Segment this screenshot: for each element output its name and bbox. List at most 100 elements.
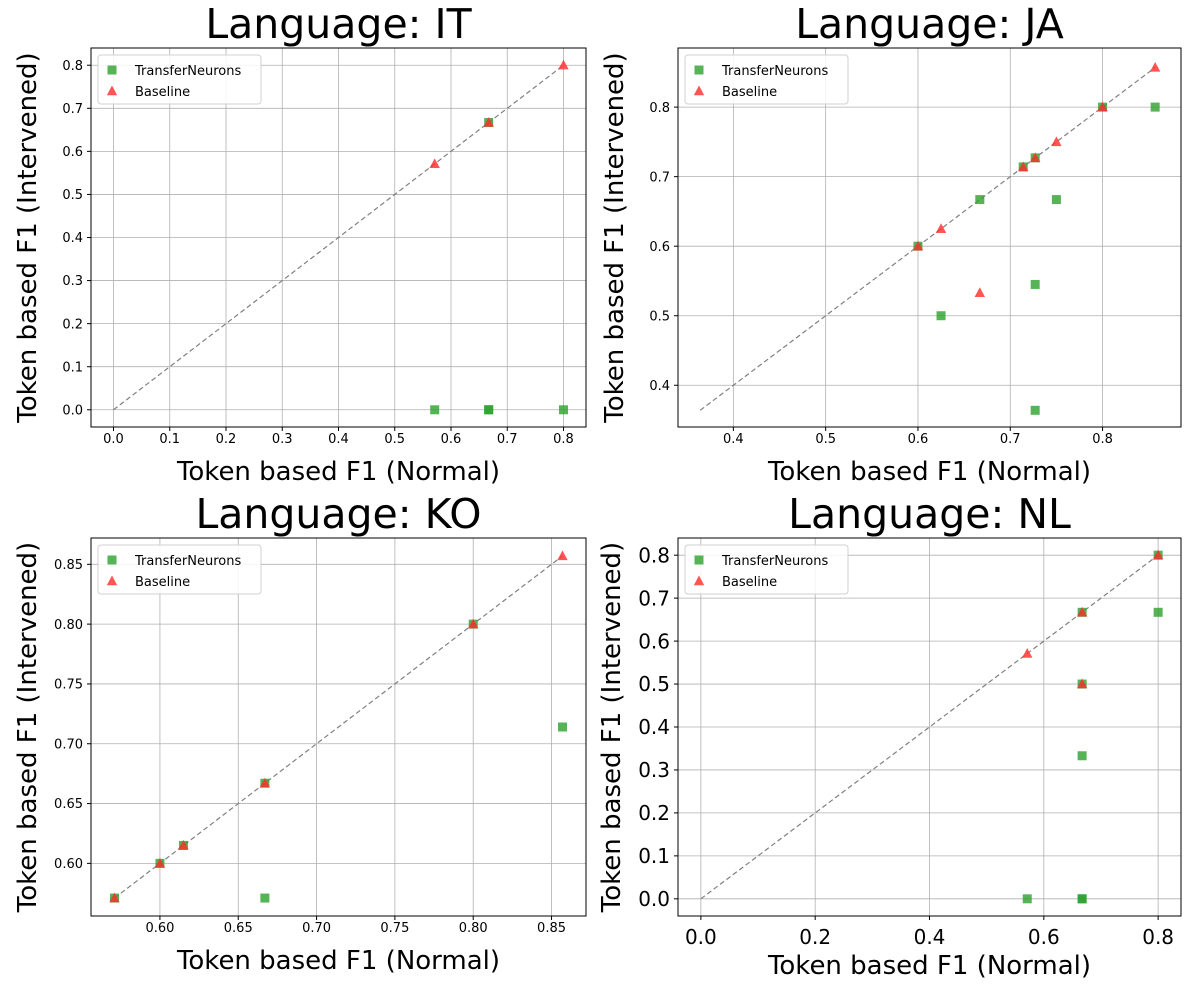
- baseline-point: [557, 550, 568, 561]
- y-tick-label: 0.4: [638, 715, 670, 739]
- legend: TransferNeurons Baseline: [684, 544, 849, 595]
- x-tick-label: 0.8: [1092, 432, 1113, 447]
- x-tick-label: 0.1: [159, 432, 180, 447]
- legend-label: Baseline: [135, 575, 190, 590]
- legend-square-marker: [694, 555, 704, 565]
- y-tick-label: 0.80: [54, 618, 83, 633]
- y-axis-label: Token based F1 (Intervened): [597, 542, 627, 913]
- legend-square-marker: [107, 65, 117, 75]
- x-tick-label: 0.85: [537, 921, 566, 936]
- x-tick-label: 0.5: [815, 432, 836, 447]
- y-tick-label: 0.6: [649, 240, 670, 255]
- y-tick-label: 0.2: [62, 317, 83, 332]
- baseline-point: [178, 839, 189, 850]
- baseline-point: [154, 857, 166, 868]
- transferneurons-point: [1030, 279, 1040, 289]
- panel-3: 0.0 0.2 0.4 0.6 0.8 0.0 0.1 0.2 0.3 0.4 0.5 0.6 0.7 0…: [597, 490, 1182, 981]
- y-tick-label: 0.5: [638, 672, 670, 696]
- x-tick-label: 0.4: [723, 432, 744, 447]
- diagonal-reference-line: [699, 66, 1156, 411]
- y-tick-label: 0.85: [54, 558, 83, 573]
- y-tick-label: 0.6: [638, 629, 670, 653]
- baseline-point: [109, 892, 120, 903]
- x-axis-label: Token based F1 (Normal): [176, 946, 500, 976]
- y-tick-label: 0.8: [649, 101, 670, 116]
- transferneurons-point: [1077, 751, 1087, 761]
- baseline-point: [1149, 61, 1161, 72]
- baseline-point: [1076, 678, 1088, 689]
- legend-triangle-marker: [693, 575, 705, 586]
- transferneurons-point: [975, 195, 985, 205]
- x-tick-label: 0.7: [1000, 432, 1021, 447]
- legend: TransferNeurons Baseline: [97, 544, 262, 595]
- legend-triangle-marker: [106, 575, 118, 586]
- x-tick-label: 0.60: [145, 921, 174, 936]
- x-tick-label: 0.0: [685, 925, 717, 949]
- x-tick-label: 0.80: [459, 921, 488, 936]
- x-tick-label: 0.75: [380, 921, 409, 936]
- legend-triangle-marker: [106, 85, 118, 96]
- legend-label: TransferNeurons: [721, 64, 828, 79]
- x-tick-label: 0.7: [497, 432, 518, 447]
- transferneurons-point: [1077, 894, 1087, 904]
- y-tick-label: 0.3: [638, 758, 670, 782]
- y-tick-label: 0.8: [638, 543, 670, 567]
- baseline-point: [1097, 101, 1108, 112]
- y-tick-label: 0.0: [638, 887, 670, 911]
- legend-label: Baseline: [722, 85, 777, 100]
- y-tick-label: 0.5: [62, 188, 83, 203]
- y-tick-label: 0.7: [638, 586, 670, 610]
- transferneurons-point: [1153, 607, 1163, 617]
- transferneurons-point: [1051, 195, 1061, 205]
- transferneurons-point: [1150, 102, 1160, 112]
- transferneurons-point: [260, 893, 270, 903]
- legend: TransferNeurons Baseline: [97, 54, 262, 105]
- baseline-point: [974, 287, 985, 297]
- panel-0: 0.0 0.1 0.2 0.3 0.4 0.5 0.6 0.7 0.8 0.0 0.1 0.2 0.3 0…: [13, 0, 587, 487]
- x-tick-label: 0.6: [441, 432, 462, 447]
- y-tick-label: 0.65: [54, 797, 83, 812]
- legend-triangle-marker: [693, 85, 705, 96]
- baseline-point: [429, 158, 440, 169]
- baseline-point: [483, 117, 494, 127]
- legend-box: [684, 54, 849, 105]
- x-tick-label: 0.2: [799, 925, 831, 949]
- chart-title: Language: IT: [205, 0, 472, 48]
- x-tick-label: 0.8: [1142, 925, 1174, 949]
- legend-label: TransferNeurons: [134, 64, 241, 79]
- y-tick-label: 0.2: [638, 801, 670, 825]
- chart-title: Language: KO: [195, 490, 481, 538]
- chart-title: Language: NL: [788, 490, 1071, 538]
- y-tick-label: 0.75: [54, 678, 83, 693]
- y-tick-label: 0.4: [649, 379, 670, 394]
- y-axis-label: Token based F1 (Intervened): [13, 52, 43, 423]
- x-tick-label: 0.5: [384, 432, 405, 447]
- transferneurons-point: [559, 405, 568, 415]
- y-tick-label: 0.60: [54, 857, 83, 872]
- panel-2: 0.60 0.65 0.70 0.75 0.80 0.85 0.60 0.65 0.70 0.75…: [13, 490, 587, 976]
- y-axis-label: Token based F1 (Intervened): [13, 542, 43, 913]
- baseline-point: [1076, 606, 1088, 617]
- legend-box: [97, 54, 262, 105]
- x-tick-label: 0.65: [224, 921, 253, 936]
- transferneurons-point: [484, 405, 494, 415]
- x-tick-label: 0.3: [272, 432, 293, 447]
- baseline-point: [1029, 152, 1041, 163]
- y-tick-label: 0.6: [62, 145, 83, 160]
- baseline-point: [935, 223, 947, 234]
- baseline-point: [1051, 136, 1062, 147]
- transferneurons-point: [558, 722, 568, 732]
- x-axis-label: Token based F1 (Normal): [767, 951, 1091, 981]
- baseline-point: [1017, 161, 1029, 172]
- x-tick-label: 0.0: [103, 432, 124, 447]
- axes-frame: [677, 47, 1182, 428]
- y-tick-label: 0.3: [62, 274, 83, 289]
- baseline-point: [259, 777, 271, 788]
- x-tick-label: 0.8: [553, 432, 574, 447]
- baseline-point: [1152, 549, 1164, 560]
- y-tick-label: 0.5: [649, 309, 670, 324]
- panel-1: 0.4 0.5 0.6 0.7 0.8 0.4 0.5 0.6 0.7 0.8 Language: …: [600, 0, 1182, 487]
- y-tick-label: 0.1: [62, 360, 83, 375]
- baseline-point: [558, 59, 569, 70]
- legend-label: Baseline: [135, 85, 190, 100]
